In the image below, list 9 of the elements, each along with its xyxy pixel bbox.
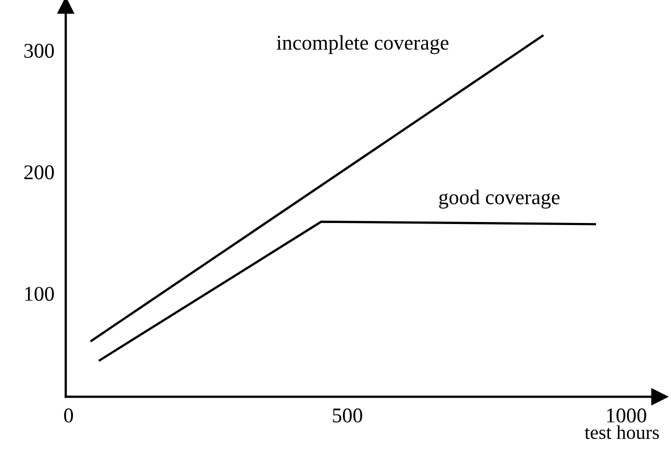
y-tick-label: 100 bbox=[25, 286, 54, 301]
x-tick-label: 500 bbox=[332, 408, 362, 422]
x-tick-label: 0 bbox=[64, 408, 73, 422]
series-label: good coverage bbox=[439, 190, 560, 209]
series-label: incomplete coverage bbox=[276, 35, 448, 54]
y-tick-label: 200 bbox=[24, 165, 54, 180]
x-tick-label: 1000 bbox=[607, 408, 646, 422]
x-axis-title: test hours bbox=[584, 425, 659, 440]
y-tick-label: 300 bbox=[24, 44, 54, 58]
